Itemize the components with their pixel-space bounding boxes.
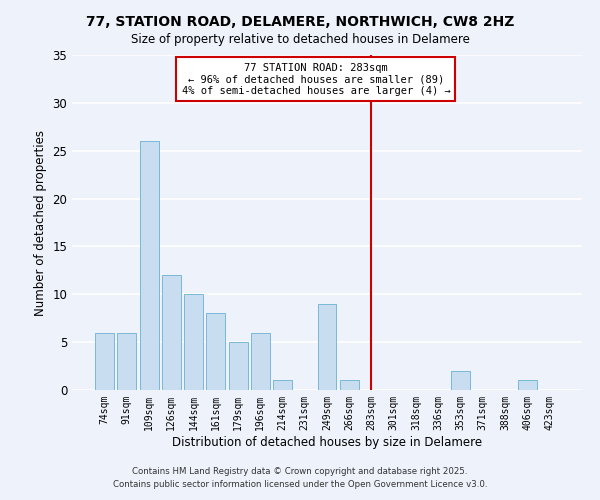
Bar [518,380,536,390]
Bar [340,380,359,390]
Text: 77, STATION ROAD, DELAMERE, NORTHWICH, CW8 2HZ: 77, STATION ROAD, DELAMERE, NORTHWICH, C… [86,15,514,29]
Text: Contains HM Land Registry data © Crown copyright and database right 2025.
Contai: Contains HM Land Registry data © Crown c… [113,468,487,489]
Bar [95,332,114,390]
Bar [162,275,181,390]
Bar [184,294,203,390]
Text: 77 STATION ROAD: 283sqm
← 96% of detached houses are smaller (89)
4% of semi-det: 77 STATION ROAD: 283sqm ← 96% of detache… [182,62,450,96]
Bar [273,380,292,390]
Bar [206,314,225,390]
Bar [251,332,270,390]
Bar [118,332,136,390]
X-axis label: Distribution of detached houses by size in Delamere: Distribution of detached houses by size … [172,436,482,448]
Bar [451,371,470,390]
Y-axis label: Number of detached properties: Number of detached properties [34,130,47,316]
Text: Size of property relative to detached houses in Delamere: Size of property relative to detached ho… [131,32,469,46]
Bar [229,342,248,390]
Bar [317,304,337,390]
Bar [140,141,158,390]
